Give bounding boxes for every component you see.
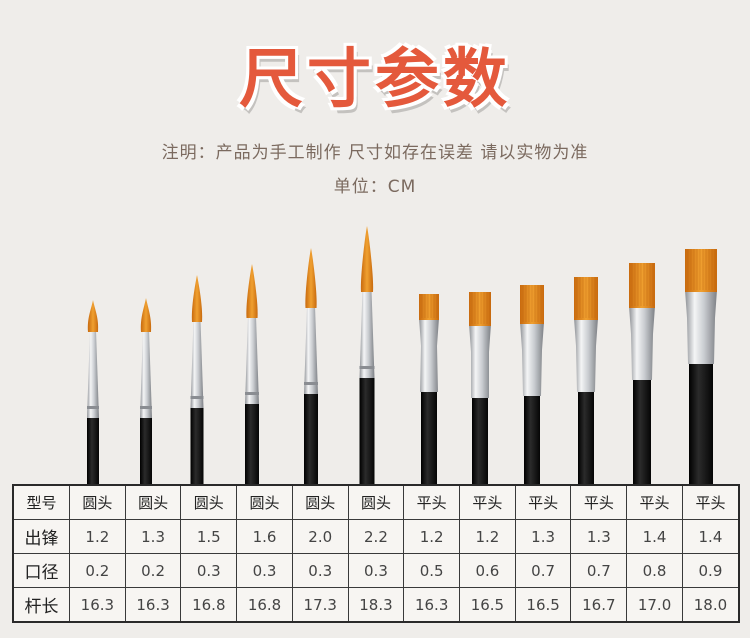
table-row-handle: 杆长 16.3 16.3 16.8 16.8 17.3 18.3 16.3 16.5 16.5 16… (12, 587, 740, 623)
table-cell: 1.3 (514, 519, 572, 554)
table-row-type: 型号 圆头 圆头 圆头 圆头 圆头 圆头 平头 平头 平头 平头 平头 平头 (12, 484, 740, 520)
row-header: 型号 (12, 484, 70, 520)
table-cell: 16.3 (124, 587, 182, 623)
table-cell: 1.4 (681, 519, 740, 554)
table-cell: 0.3 (291, 553, 349, 588)
round-brush-2 (140, 298, 152, 484)
disclaimer-note: 注明：产品为手工制作 尺寸如存在误差 请以实物为准 (161, 143, 589, 163)
table-cell: 圆头 (69, 484, 126, 520)
table-cell: 0.9 (681, 553, 740, 588)
table-cell: 18.0 (681, 587, 740, 623)
table-cell: 1.6 (236, 519, 293, 554)
table-cell: 16.7 (570, 587, 628, 623)
table-row-length: 出锋 1.2 1.3 1.5 1.6 2.0 2.2 1.2 1.2 1.3 1.3 1.4 1.4 (12, 519, 740, 554)
flat-brush-11 (629, 263, 655, 484)
table-cell: 1.4 (626, 519, 683, 554)
table-cell: 0.7 (570, 553, 628, 588)
table-cell: 17.0 (626, 587, 683, 623)
table-cell: 圆头 (347, 484, 405, 520)
brush-illustration (87, 226, 717, 484)
table-cell: 1.2 (459, 519, 516, 554)
table-cell: 16.8 (180, 587, 238, 623)
spec-table: 型号 圆头 圆头 圆头 圆头 圆头 圆头 平头 平头 平头 平头 平头 平头 出锋 1.2 1.3 1.5 1.6… (12, 484, 740, 623)
table-cell: 1.2 (403, 519, 461, 554)
table-cell: 平头 (681, 484, 740, 520)
table-cell: 平头 (514, 484, 572, 520)
table-cell: 0.5 (403, 553, 461, 588)
round-brush-1 (87, 300, 99, 484)
flat-brush-7 (419, 294, 439, 484)
unit-label: 单位：CM (333, 177, 417, 197)
table-cell: 17.3 (291, 587, 349, 623)
table-cell: 2.0 (291, 519, 349, 554)
table-cell: 圆头 (124, 484, 182, 520)
flat-brush-10 (574, 277, 598, 484)
round-brush-3 (190, 275, 204, 484)
table-cell: 16.5 (459, 587, 516, 623)
table-cell: 2.2 (347, 519, 405, 554)
table-cell: 圆头 (180, 484, 238, 520)
round-brush-6 (359, 226, 375, 484)
table-cell: 0.7 (514, 553, 572, 588)
table-cell: 16.3 (403, 587, 461, 623)
table-cell: 平头 (403, 484, 461, 520)
table-cell: 1.2 (69, 519, 126, 554)
row-header: 出锋 (12, 519, 70, 554)
table-cell: 1.5 (180, 519, 238, 554)
table-cell: 平头 (459, 484, 516, 520)
row-header: 杆长 (12, 587, 70, 623)
table-cell: 16.3 (69, 587, 126, 623)
table-cell: 16.5 (514, 587, 572, 623)
table-cell: 18.3 (347, 587, 405, 623)
table-cell: 平头 (626, 484, 683, 520)
table-cell: 0.8 (626, 553, 683, 588)
table-cell: 0.2 (124, 553, 182, 588)
table-cell: 圆头 (291, 484, 349, 520)
table-cell: 圆头 (236, 484, 293, 520)
row-header: 口径 (12, 553, 70, 588)
table-row-diameter: 口径 0.2 0.2 0.3 0.3 0.3 0.3 0.5 0.6 0.7 0.7 0.8 0.9 (12, 553, 740, 588)
round-brush-4 (245, 264, 259, 484)
table-cell: 0.3 (236, 553, 293, 588)
flat-brush-9 (520, 285, 544, 484)
flat-brush-12 (685, 249, 717, 484)
table-cell: 1.3 (124, 519, 182, 554)
table-cell: 0.6 (459, 553, 516, 588)
round-brush-5 (304, 248, 318, 484)
page-title: 尺寸参数 (239, 43, 511, 117)
table-cell: 平头 (570, 484, 628, 520)
table-cell: 0.2 (69, 553, 126, 588)
table-cell: 0.3 (180, 553, 238, 588)
flat-brush-8 (469, 292, 491, 484)
table-cell: 16.8 (236, 587, 293, 623)
table-cell: 0.3 (347, 553, 405, 588)
table-cell: 1.3 (570, 519, 628, 554)
